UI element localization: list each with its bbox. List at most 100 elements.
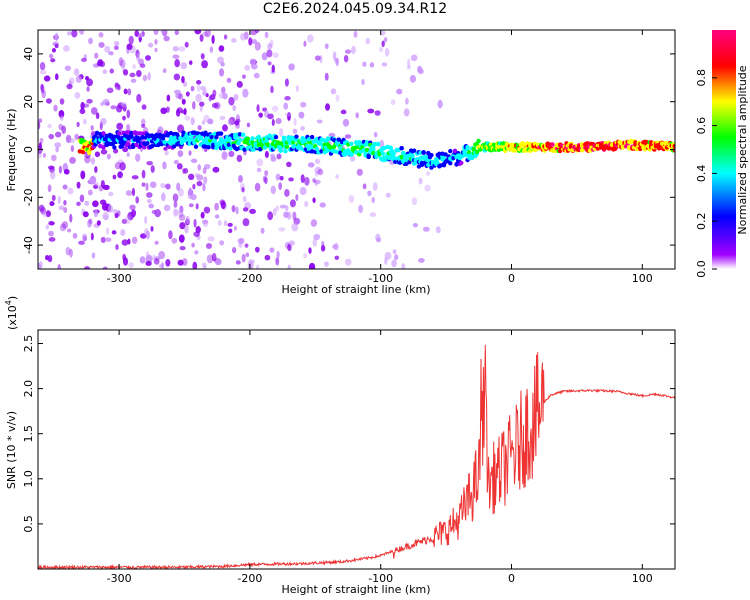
spectrogram-cell: [119, 162, 126, 171]
spectrogram-cell: [139, 256, 146, 264]
spectrogram-cell: [299, 186, 307, 196]
spectrogram-cell: [119, 59, 126, 69]
spectrogram-cell: [314, 171, 319, 177]
multiplier-close: ): [6, 296, 19, 300]
spectrogram-cell: [190, 158, 198, 163]
spectrogram-cell: [172, 46, 179, 52]
spectrogram-cell: [184, 224, 189, 234]
spectrogram-cell: [372, 182, 378, 191]
spectrogram-cell: [178, 214, 186, 221]
spectrogram-cell: [57, 195, 61, 205]
spectrogram-cell: [71, 30, 78, 38]
spectrogram-cell: [127, 88, 132, 96]
spectrogram-cell: [83, 103, 90, 108]
spectrogram-cell: [196, 84, 201, 93]
spectrogram-cell: [419, 160, 425, 166]
spectrogram-cell: [192, 140, 197, 146]
spectrogram-cell: [294, 134, 299, 139]
spectrogram-cell: [218, 68, 225, 77]
spectrogram-cell: [219, 240, 225, 246]
spectrogram-cell: [205, 242, 213, 249]
spectrogram-cell: [190, 117, 195, 126]
spectrogram-cell: [126, 109, 131, 119]
spectrogram-cell: [448, 148, 453, 154]
spectrogram-cell: [308, 262, 316, 269]
spectrogram-cell: [238, 239, 243, 248]
spectrogram-cell: [93, 209, 99, 218]
spectrogram-cell: [177, 259, 184, 266]
spectrogram-cell: [89, 175, 97, 185]
spectrogram-cell: [178, 46, 186, 52]
spectrogram-cell: [106, 87, 114, 94]
spectrogram-cell: [149, 181, 157, 189]
spectrogram-cell: [100, 149, 108, 155]
spectrogram-cell: [334, 255, 340, 260]
spectrogram-cell: [295, 194, 299, 202]
spectrogram-cell: [606, 146, 612, 151]
spectrogram-cell: [223, 34, 228, 40]
x-tick-label: -100: [368, 572, 393, 585]
spectrogram-cell: [217, 56, 225, 64]
spectrogram-cell: [90, 107, 98, 115]
spectrogram-cell: [100, 236, 106, 243]
spectrogram-cell: [82, 233, 88, 241]
spectrogram-cell: [160, 182, 167, 189]
spectrogram-cell: [233, 93, 239, 101]
spectrogram-cell: [94, 181, 99, 188]
spectrogram-cell: [248, 37, 253, 46]
spectrogram-cell: [131, 236, 138, 244]
x-tick-label: 100: [632, 272, 653, 285]
spectrogram-cell: [162, 161, 167, 170]
spectrogram-cell: [369, 62, 375, 68]
spectrogram-cell: [267, 113, 274, 120]
spectrogram-cell: [129, 72, 136, 78]
spectrogram-cell: [211, 34, 215, 44]
y-tick-label: 1.5: [22, 425, 35, 443]
x-tick-label: -100: [368, 272, 393, 285]
spectrogram-cell: [145, 140, 150, 146]
spectrogram-cell: [47, 254, 53, 263]
spectrogram-cell: [40, 206, 46, 215]
spectrogram-cell: [236, 154, 243, 163]
spectrogram-cell: [49, 201, 55, 207]
spectrogram-cell: [332, 244, 338, 249]
spectrogram-cell: [178, 234, 185, 243]
spectrogram-cell: [94, 166, 98, 174]
spectrogram-cell: [38, 118, 43, 123]
spectrogram-cell: [168, 230, 173, 240]
spectrogram-cell: [188, 150, 192, 156]
spectrogram-cell: [288, 63, 295, 71]
snr-frame: [37, 329, 676, 570]
spectrogram-cell: [135, 153, 141, 162]
y-tick-label: 0.5: [22, 515, 35, 533]
spectrogram-cell: [208, 96, 212, 102]
spectrogram-cell: [122, 146, 129, 153]
spectrogram-cell: [437, 99, 443, 109]
spectrogram-cell: [223, 220, 228, 227]
y-tick-label: 0: [22, 146, 35, 153]
spectrogram-cell: [358, 204, 364, 214]
spectrogram-cell: [70, 145, 75, 152]
spectrogram-cell: [102, 98, 110, 106]
spectrogram-cell: [219, 115, 226, 121]
spectrogram-cell: [174, 30, 179, 36]
spectrogram-cell: [58, 123, 64, 131]
spectrogram-cell: [49, 53, 54, 59]
spectrogram-cell: [283, 102, 289, 110]
spectrogram-cell: [176, 182, 181, 191]
spectrogram-cell: [131, 142, 136, 148]
spectrogram-cell: [122, 257, 129, 266]
spectrogram-cell: [86, 78, 93, 87]
spectrogram-cell: [286, 161, 292, 168]
spectrogram-cell: [281, 135, 287, 141]
spectrogram-cell: [165, 133, 170, 138]
spectrogram-cell: [121, 239, 129, 246]
spectrogram-cell: [310, 219, 318, 227]
spectrogram-cell: [202, 265, 207, 269]
spectrogram-cell: [93, 184, 99, 189]
spectrogram-cell: [303, 253, 308, 259]
spectrogram-cell: [371, 196, 375, 204]
spectrogram-cell: [278, 227, 286, 232]
spectrogram-cell: [118, 57, 124, 66]
spectrogram-cell: [86, 98, 93, 104]
